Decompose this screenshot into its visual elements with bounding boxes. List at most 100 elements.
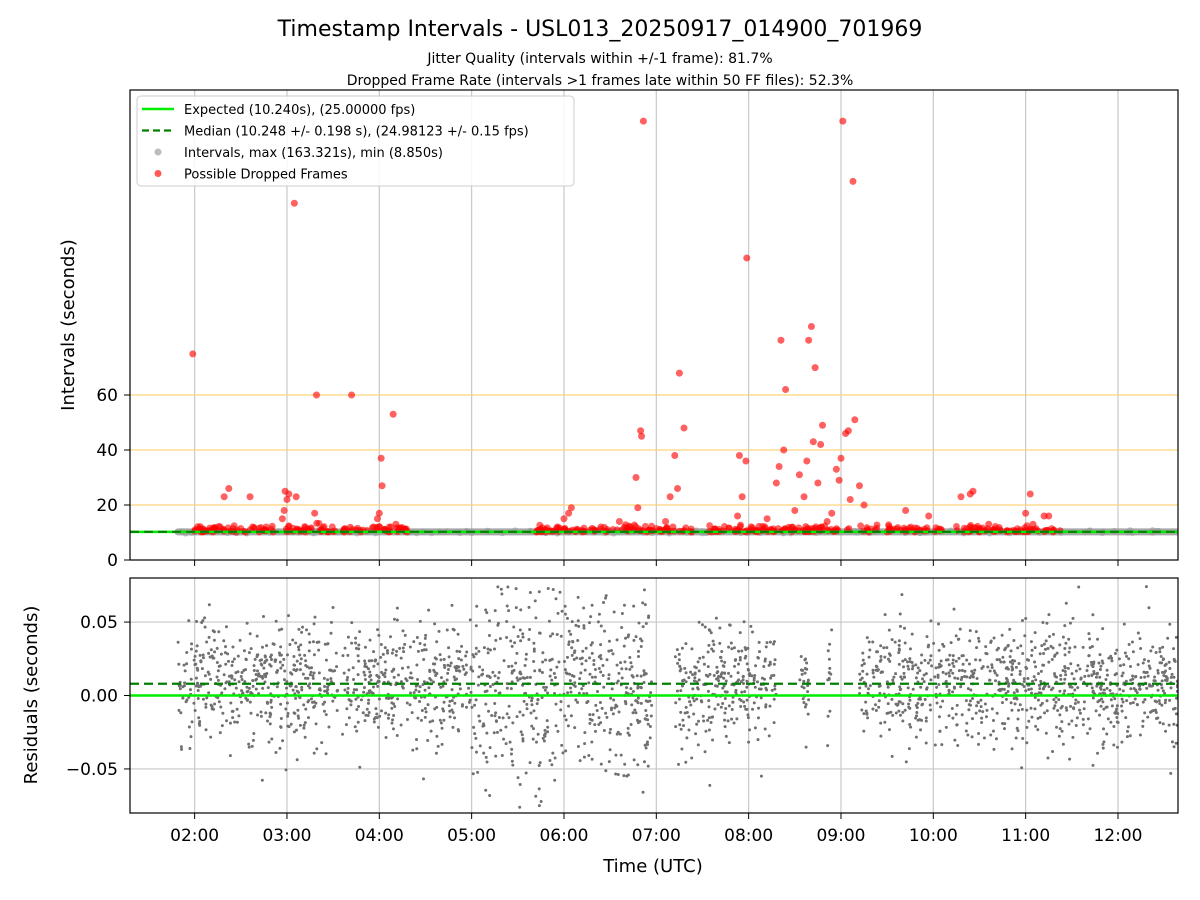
residual-point: [737, 662, 741, 666]
residual-point: [1068, 646, 1072, 650]
residual-point: [905, 660, 909, 664]
residual-point: [630, 665, 634, 669]
dropped-frame-point: [194, 523, 202, 531]
residual-point: [1021, 737, 1025, 741]
dropped-frame-point: [807, 323, 815, 331]
residual-point: [629, 661, 633, 665]
residual-point: [701, 655, 705, 659]
residual-point: [861, 669, 865, 673]
residual-point: [1145, 670, 1149, 674]
residual-point: [570, 646, 574, 650]
residual-point: [1017, 661, 1021, 665]
residual-point: [610, 687, 614, 691]
residual-point: [717, 679, 721, 683]
residual-point: [556, 611, 560, 615]
residual-point: [604, 594, 608, 598]
residual-point: [827, 676, 831, 680]
residual-point: [216, 696, 220, 700]
dropped-frame-point: [809, 438, 817, 446]
residual-point: [1061, 635, 1065, 639]
residual-point: [484, 755, 488, 759]
residual-point: [1076, 663, 1080, 667]
residual-point: [615, 663, 619, 667]
residual-point: [969, 688, 973, 692]
residual-point: [1053, 672, 1057, 676]
residual-point: [317, 671, 321, 675]
residual-point: [1091, 613, 1095, 617]
residual-point: [588, 713, 592, 717]
residual-point: [590, 757, 594, 761]
residual-point: [403, 642, 407, 646]
residual-point: [1124, 679, 1128, 683]
residual-point: [416, 649, 420, 653]
residual-point: [245, 685, 249, 689]
residual-point: [1087, 654, 1091, 658]
residual-point: [509, 639, 513, 643]
residual-point: [1004, 697, 1008, 701]
residual-point: [964, 729, 968, 733]
residual-point: [951, 671, 955, 675]
residual-point: [681, 718, 685, 722]
residual-point: [558, 590, 562, 594]
residual-point: [498, 691, 502, 695]
residual-point: [510, 644, 514, 648]
dropped-frame-point: [811, 364, 819, 372]
residual-point: [572, 674, 576, 678]
residuals-plot-frame: [129, 577, 1179, 814]
residual-point: [534, 794, 538, 798]
residual-point: [726, 719, 730, 723]
residual-point: [374, 707, 378, 711]
residual-point: [1067, 722, 1071, 726]
dropped-frame-point: [761, 524, 769, 532]
residual-point: [960, 668, 964, 672]
residual-point: [593, 675, 597, 679]
residual-point: [738, 656, 742, 660]
dropped-frame-point: [777, 336, 785, 344]
residual-point: [723, 690, 727, 694]
residual-point: [395, 734, 399, 738]
residual-point: [1099, 664, 1103, 668]
residual-point: [697, 669, 701, 673]
residual-point: [252, 731, 256, 735]
dropped-frame-point: [907, 523, 915, 531]
residual-point: [1135, 703, 1139, 707]
residual-point: [532, 641, 536, 645]
top-y-tick-label: 20: [96, 496, 118, 516]
residual-point: [1022, 677, 1026, 681]
residual-point: [673, 655, 677, 659]
residual-point: [1058, 689, 1062, 693]
residual-point: [221, 711, 225, 715]
residual-point: [615, 732, 619, 736]
residual-point: [576, 619, 580, 623]
residual-point: [1109, 698, 1113, 702]
residual-point: [478, 744, 482, 748]
residual-point: [352, 677, 356, 681]
residual-point: [801, 669, 805, 673]
residual-point: [187, 619, 191, 623]
residual-point: [730, 717, 734, 721]
residual-point: [894, 672, 898, 676]
residual-point: [684, 705, 688, 709]
residual-point: [683, 666, 687, 670]
residual-point: [607, 677, 611, 681]
residual-point: [458, 650, 462, 654]
residual-point: [481, 668, 485, 672]
residual-point: [951, 690, 955, 694]
residual-point: [284, 707, 288, 711]
residual-point: [597, 716, 601, 720]
residual-point: [638, 637, 642, 641]
residual-point: [190, 642, 194, 646]
residual-point: [537, 590, 541, 594]
residual-point: [446, 671, 450, 675]
dropped-frame-point: [1026, 490, 1034, 498]
residual-point: [757, 640, 761, 644]
residual-point: [354, 646, 358, 650]
residual-point: [488, 619, 492, 623]
residual-point: [1149, 649, 1153, 653]
residual-point: [372, 720, 376, 724]
residual-point: [210, 654, 214, 658]
residual-point: [511, 721, 515, 725]
residual-point: [1132, 686, 1136, 690]
top-y-axis-label: Intervals (seconds): [58, 239, 79, 411]
residual-point: [314, 722, 318, 726]
